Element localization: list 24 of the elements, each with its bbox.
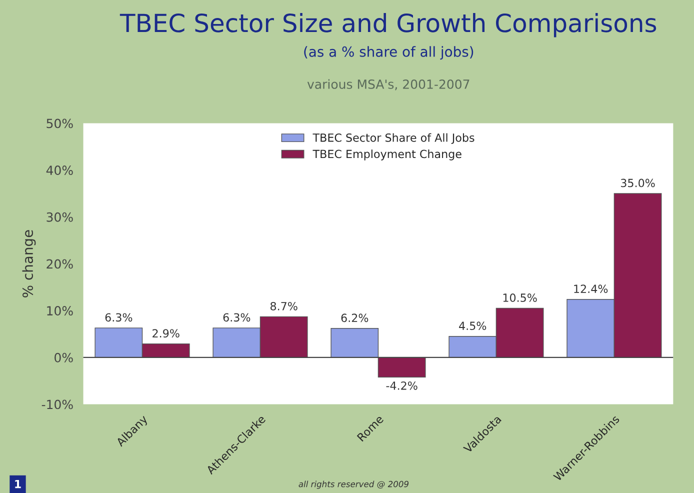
text: 1 <box>15 480 21 488</box>
data-label: 6.3% <box>223 313 250 322</box>
data-label: 6.2% <box>341 314 368 322</box>
data-label: 4.5% <box>459 322 486 330</box>
legend-label: TBEC Employment Change <box>312 150 462 160</box>
y-axis-title: % change <box>22 230 36 298</box>
data-label: 8.7% <box>270 302 298 310</box>
data-label: 2.9% <box>152 329 180 338</box>
text: (as a % share of all jobs) various MSA's, 2001-2007 <box>304 46 474 90</box>
data-label: 6.3% <box>105 313 132 322</box>
data-label: 12.4% <box>574 284 608 294</box>
y-tick-label: -10% <box>42 400 73 410</box>
y-tick-label: 10% <box>47 306 73 316</box>
y-tick-label: 30% <box>46 212 73 222</box>
y-tick-label: 20% <box>46 259 73 269</box>
legend-label: TBEC Sector Share of All Jobs <box>312 133 474 144</box>
text: all rights reserved @ 2009 <box>298 480 408 489</box>
chart-title: TBEC Sector Size and Growth Comparisons <box>120 13 656 38</box>
data-label: -4.2% <box>386 381 418 390</box>
y-tick-label: 0% <box>54 352 73 362</box>
y-tick-label: 40% <box>46 166 73 176</box>
y-tick-label: 50% <box>46 118 73 128</box>
data-label: 35.0% <box>620 178 655 188</box>
data-label: 10.5% <box>503 294 537 302</box>
